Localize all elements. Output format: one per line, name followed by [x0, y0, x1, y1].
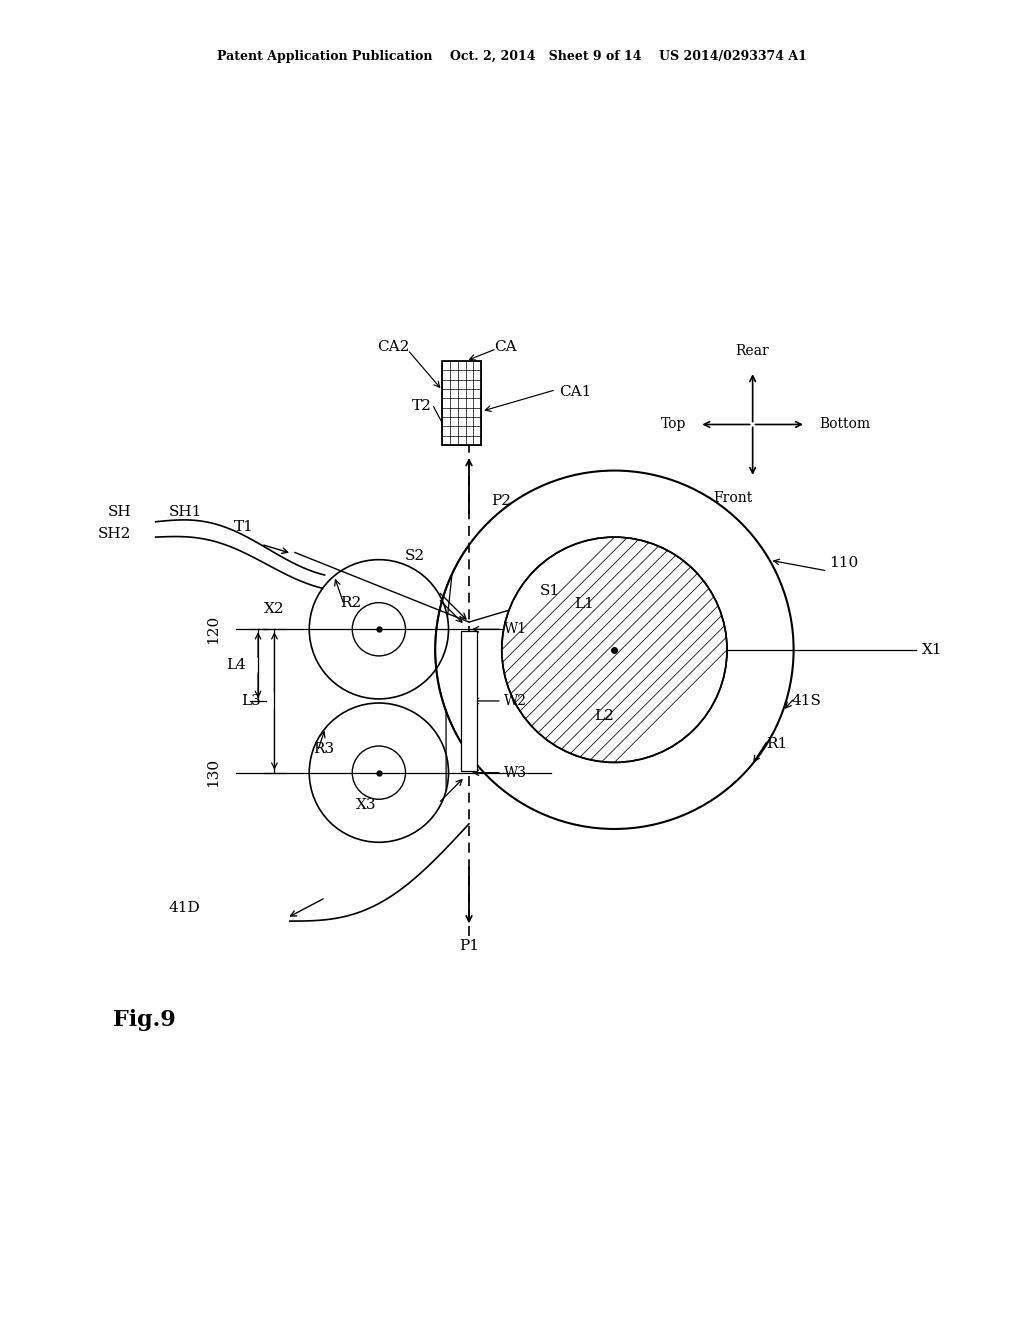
- Text: Rear: Rear: [736, 345, 769, 358]
- Text: L2: L2: [594, 709, 614, 723]
- Bar: [461, 631, 477, 771]
- Text: T1: T1: [233, 520, 253, 533]
- Text: 110: 110: [829, 556, 859, 570]
- Text: 130: 130: [206, 758, 220, 787]
- Text: 41D: 41D: [169, 900, 201, 915]
- Text: Front: Front: [714, 491, 753, 506]
- Text: W2: W2: [504, 694, 526, 708]
- Text: CA: CA: [495, 339, 517, 354]
- Text: R1: R1: [766, 737, 787, 751]
- Text: T2: T2: [413, 399, 432, 413]
- Text: Bottom: Bottom: [819, 417, 870, 432]
- Text: P1: P1: [459, 939, 479, 953]
- Text: R3: R3: [313, 742, 335, 756]
- Text: W1: W1: [504, 622, 527, 636]
- Text: P2: P2: [492, 494, 512, 508]
- Text: 41S: 41S: [792, 694, 821, 708]
- Text: X3: X3: [356, 799, 377, 812]
- Text: SH2: SH2: [97, 527, 131, 541]
- Text: Fig.9: Fig.9: [113, 1010, 175, 1031]
- Text: Patent Application Publication    Oct. 2, 2014   Sheet 9 of 14    US 2014/029337: Patent Application Publication Oct. 2, 2…: [217, 50, 807, 63]
- Text: L4: L4: [226, 659, 246, 672]
- Text: W3: W3: [504, 766, 526, 780]
- Text: X1: X1: [922, 643, 942, 657]
- Text: 120: 120: [206, 615, 220, 644]
- Text: SH1: SH1: [169, 504, 203, 519]
- Bar: [442, 360, 481, 445]
- Text: CA1: CA1: [559, 384, 592, 399]
- Text: X2: X2: [264, 602, 285, 616]
- Text: S2: S2: [404, 549, 425, 562]
- Text: S1: S1: [540, 585, 560, 598]
- Text: R2: R2: [340, 595, 361, 610]
- Circle shape: [502, 537, 727, 763]
- Text: L3: L3: [242, 694, 261, 708]
- Text: L1: L1: [573, 597, 594, 611]
- Text: Top: Top: [660, 417, 686, 432]
- Text: CA2: CA2: [377, 339, 410, 354]
- Text: SH: SH: [108, 504, 131, 519]
